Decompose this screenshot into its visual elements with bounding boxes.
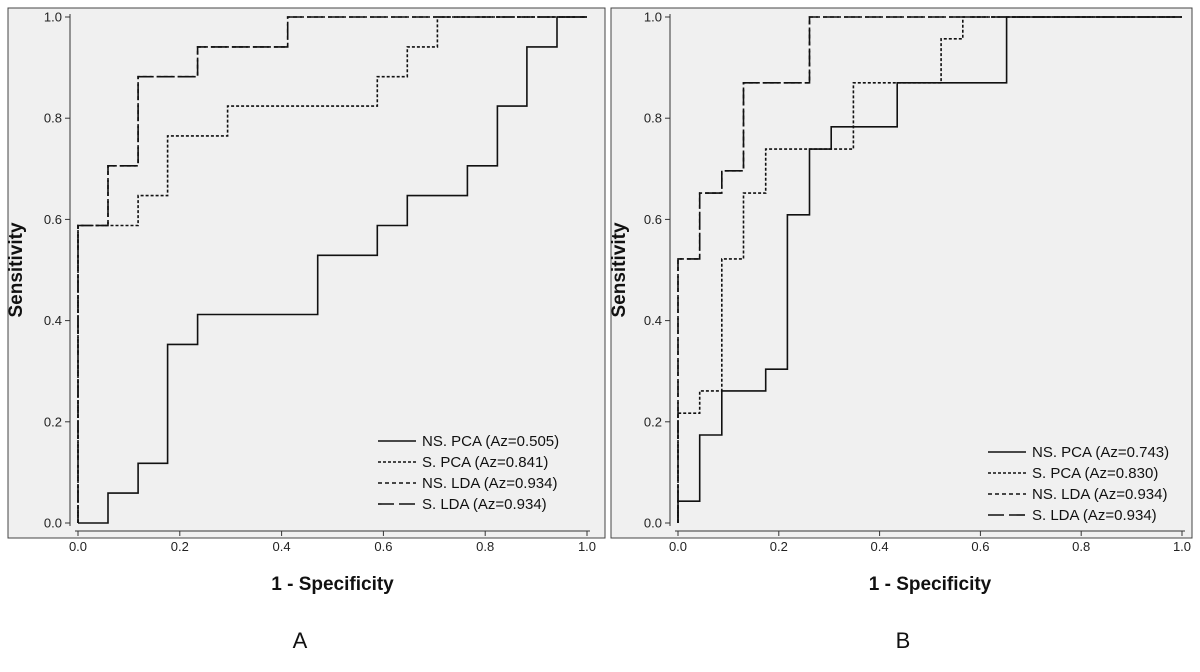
y-tick-label: 1.0 (644, 10, 662, 25)
x-tick-label: 0.6 (971, 539, 989, 554)
plot-area (7, 7, 606, 539)
x-axis-title: 1 - Specificity (869, 574, 992, 595)
x-tick-label: 0.0 (69, 539, 87, 554)
y-tick-label: 0.6 (44, 212, 62, 227)
y-tick-label: 0.8 (644, 111, 662, 126)
y-axis-title: Sensitivity (6, 222, 27, 317)
legend-entry: S. LDA (Az=0.934) (422, 496, 547, 513)
series-line-3 (677, 16, 1182, 523)
y-tick-label: 0.8 (44, 111, 62, 126)
panel-b: 0.0 0.2 0.4 0.6 0.8 1.0 0.0 0.2 0.4 0.6 0.8 1.0 1 - … (609, 7, 1193, 653)
x-tick-label: 0.6 (374, 539, 392, 554)
y-tick-label: 0.4 (644, 313, 662, 328)
y-tick-label: 0.0 (644, 516, 662, 531)
legend-entry: NS. PCA (Az=0.505) (422, 433, 559, 450)
legend-entry: S. LDA (Az=0.934) (1032, 507, 1157, 524)
legend-entry: NS. LDA (Az=0.934) (422, 475, 557, 492)
y-tick-label: 1.0 (44, 10, 62, 25)
series-line-2 (677, 16, 1182, 523)
x-tick-label: 0.4 (273, 539, 291, 554)
series-line-2 (77, 16, 587, 523)
series-line-1 (78, 16, 587, 524)
x-tick-label: 0.4 (871, 539, 889, 554)
plot-area (610, 7, 1193, 539)
x-tick-label: 1.0 (1173, 539, 1191, 554)
legend: NS. PCA (Az=0.505) S. PCA (Az=0.841) NS. L… (378, 433, 559, 513)
series-line-4 (677, 16, 1182, 523)
y-tick-label: 0.2 (644, 414, 662, 429)
y-tick-label: 0.0 (44, 516, 62, 531)
x-tick-label: 0.8 (476, 539, 494, 554)
x-tick-label: 1.0 (578, 539, 596, 554)
panel-label: B (896, 628, 911, 653)
x-tick-label: 0.0 (669, 539, 687, 554)
x-tick-label: 0.2 (770, 539, 788, 554)
legend-entry: NS. PCA (Az=0.743) (1032, 444, 1169, 461)
legend-entry: S. PCA (Az=0.830) (1032, 465, 1158, 482)
legend: NS. PCA (Az=0.743) S. PCA (Az=0.830) NS. L… (988, 444, 1169, 524)
y-tick-label: 0.2 (44, 414, 62, 429)
y-tick-label: 0.4 (44, 313, 62, 328)
y-axis-title: Sensitivity (609, 222, 630, 317)
legend-entry: NS. LDA (Az=0.934) (1032, 486, 1167, 503)
x-tick-label: 0.8 (1072, 539, 1090, 554)
x-tick-label: 0.2 (171, 539, 189, 554)
legend-entry: S. PCA (Az=0.841) (422, 454, 548, 471)
panel-label: A (293, 628, 308, 653)
panel-a: 0.0 0.2 0.4 0.6 0.8 1.0 0.0 0.2 0.4 0.6 0.8 1.0 1 - … (6, 7, 606, 653)
series-line-4 (77, 16, 587, 523)
y-tick-label: 0.6 (644, 212, 662, 227)
x-axis-title: 1 - Specificity (271, 574, 394, 595)
series-line-1 (677, 16, 1182, 523)
